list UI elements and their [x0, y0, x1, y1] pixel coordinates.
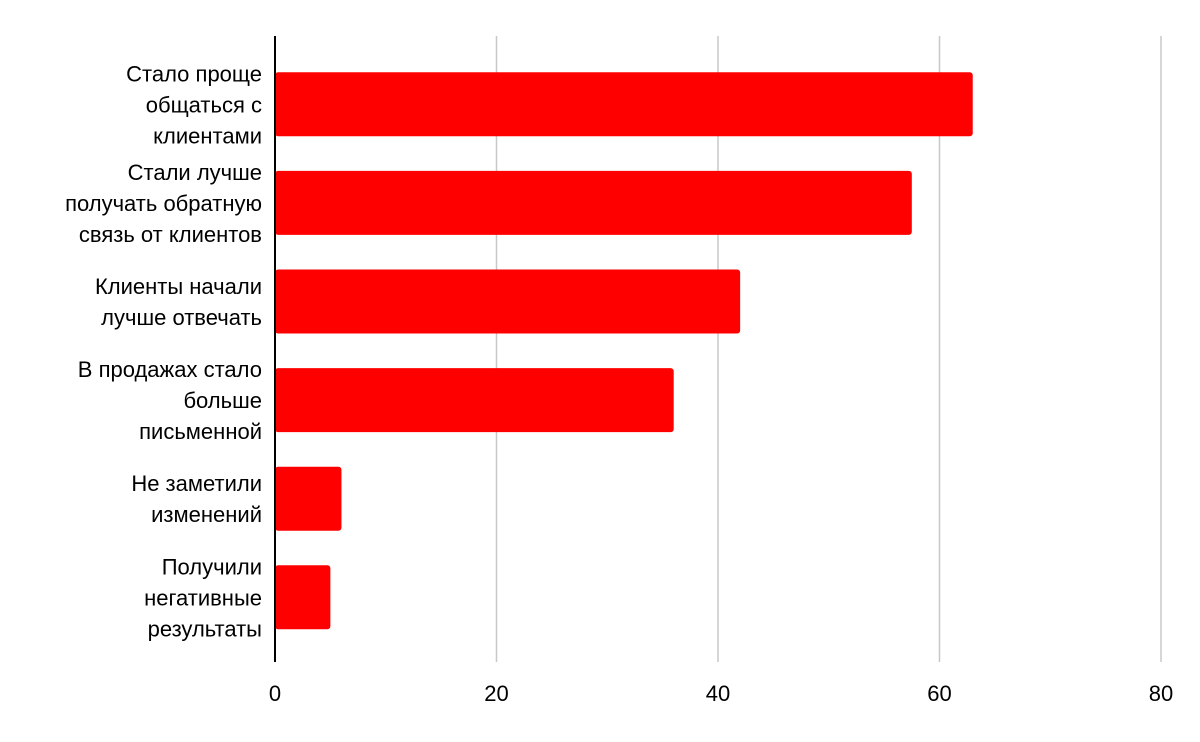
- x-tick-label-0: 0: [269, 681, 281, 706]
- category-label-line: общаться с: [146, 92, 262, 117]
- category-labels: Стало проще общаться с клиентами Стали лучш…: [65, 61, 262, 641]
- x-tick-label-20: 20: [484, 681, 508, 706]
- bar-2: [275, 269, 741, 334]
- bar-4: [275, 466, 342, 531]
- category-label-line: Получили: [162, 554, 262, 579]
- category-label-line: Стало проще: [126, 61, 262, 86]
- bar-5: [275, 565, 331, 630]
- category-label-line: изменений: [151, 502, 262, 527]
- category-label-line: письменной: [139, 419, 262, 444]
- category-label-1: Стали лучше получать обратную связь от кли…: [65, 160, 262, 247]
- category-label-2: Клиенты начали лучше отвечать: [95, 274, 262, 330]
- category-label-line: получать обратную: [65, 191, 262, 216]
- bar-1: [275, 170, 912, 235]
- x-tick-label-60: 60: [927, 681, 951, 706]
- category-label-line: больше: [183, 388, 262, 413]
- bar-0: [275, 72, 973, 137]
- category-label-line: негативные: [144, 585, 262, 610]
- category-label-line: связь от клиентов: [79, 222, 262, 247]
- bars: [275, 72, 973, 630]
- category-label-line: Стали лучше: [128, 160, 262, 185]
- bar-3: [275, 368, 674, 433]
- grid-lines: [495, 36, 1162, 662]
- category-label-line: Не заметили: [131, 471, 262, 496]
- category-label-line: результаты: [148, 616, 262, 641]
- category-label-5: Получили негативные результаты: [144, 554, 262, 641]
- category-label-0: Стало проще общаться с клиентами: [126, 61, 262, 148]
- x-tick-label-80: 80: [1149, 681, 1173, 706]
- category-label-3: В продажах стало больше письменной: [78, 357, 262, 444]
- x-tick-label-40: 40: [706, 681, 730, 706]
- category-label-4: Не заметили изменений: [131, 471, 262, 527]
- category-label-line: клиентами: [153, 123, 262, 148]
- category-label-line: В продажах стало: [78, 357, 262, 382]
- tick-labels: 0 20 40 60 80: [269, 681, 1173, 706]
- category-label-line: лучше отвечать: [101, 305, 262, 330]
- category-label-line: Клиенты начали: [95, 274, 262, 299]
